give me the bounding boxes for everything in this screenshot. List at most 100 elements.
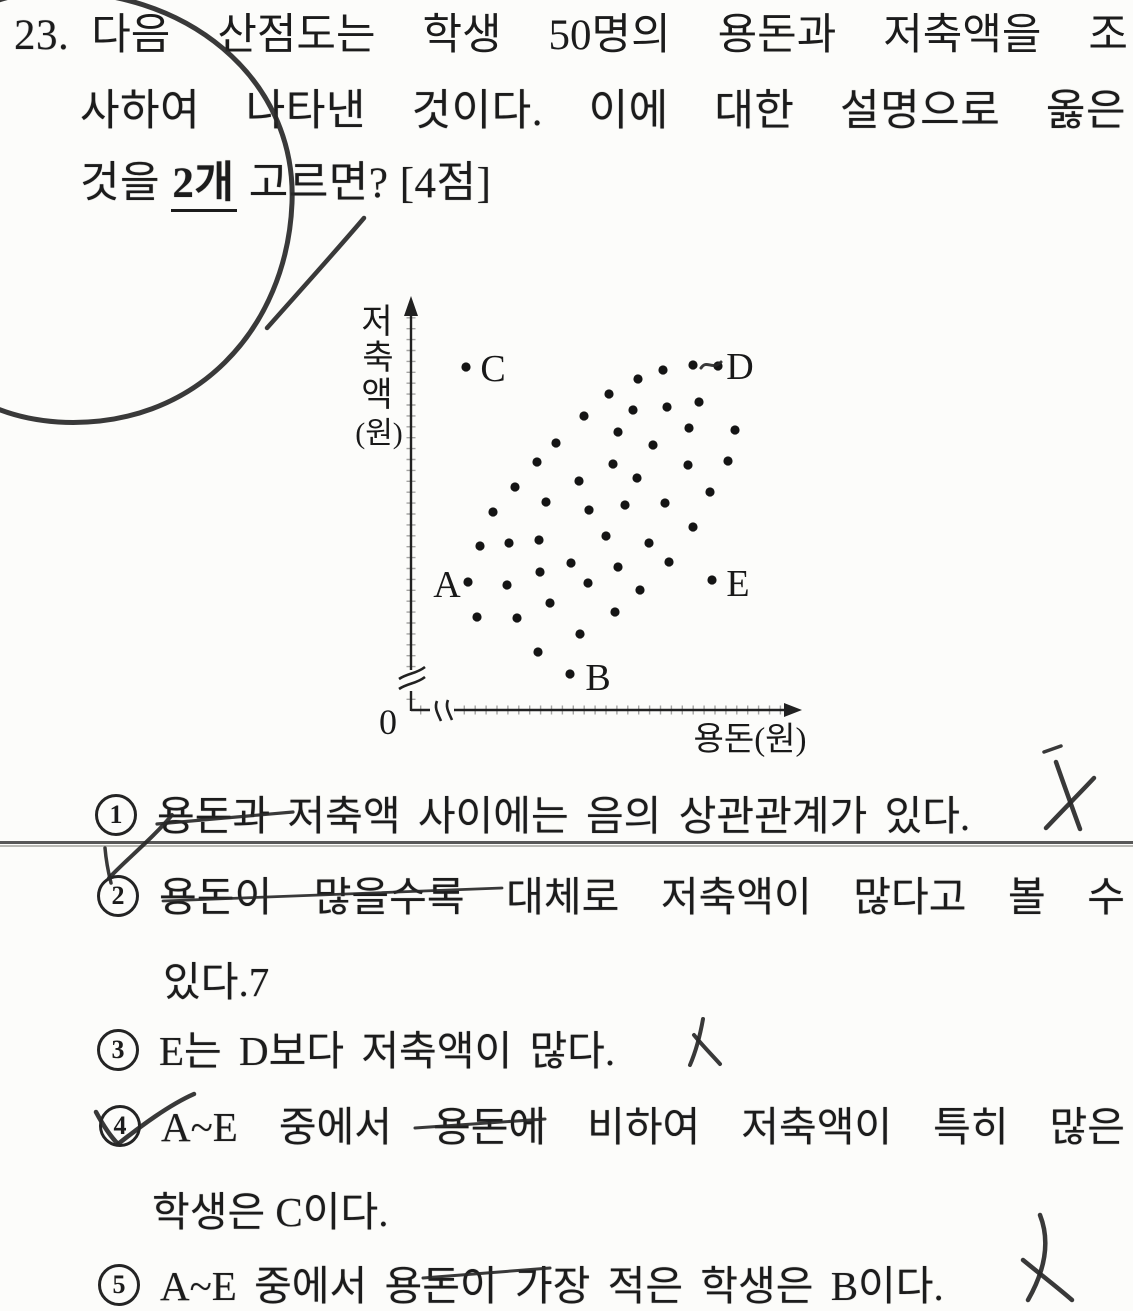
- scatter-dot: [584, 505, 594, 515]
- page-divider-line-echo: [0, 845, 1133, 847]
- scatter-dot: [565, 669, 575, 679]
- scatter-dot: [488, 507, 498, 517]
- strike-option4: [413, 1117, 547, 1130]
- choose-two-emphasis: 2개: [171, 160, 238, 212]
- option-4: 4 A~E 중에서 용돈에 비하여 저축액이 특히 많은: [99, 1102, 1125, 1152]
- x-axis-break-mark-2: [445, 699, 454, 721]
- scatter-dot: [461, 362, 471, 372]
- option-1-circled-number: 1: [95, 794, 137, 836]
- scatter-dot: [723, 456, 733, 466]
- y-axis-arrowhead: [404, 296, 418, 316]
- y-axis-break-mark-1: [398, 675, 426, 691]
- scatter-dot: [688, 360, 698, 370]
- question-line-2: 사하여 나타낸 것이다. 이에 대한 설명으로 옳은: [80, 88, 1126, 135]
- question-number: 23.: [14, 12, 70, 59]
- scatter-dot: [512, 613, 522, 623]
- option-3: 3 E는 D보다 저축액이 많다.: [97, 1026, 1077, 1076]
- scatter-point-labels-group: A B C D E: [433, 346, 753, 699]
- x-axis-arrowhead: [784, 703, 802, 717]
- option-1-text: 용돈과 저축액 사이에는 음의 상관관계가 있다.: [157, 793, 971, 839]
- scatter-dot: [610, 607, 620, 617]
- option-2-text: 용돈이 많을수록 대체로 저축액이 많다고 볼 수: [159, 874, 1125, 920]
- scatter-dot: [660, 498, 670, 508]
- scatter-dot: [707, 575, 717, 585]
- question-line-3: 것을 2개 고르면? [4점]: [80, 158, 491, 212]
- y-axis-break-mark-2: [398, 665, 426, 681]
- option-2-continuation: 있다.7: [163, 959, 270, 1005]
- question-line-1: 23. 다음 산점도는 학생 50명의 용돈과 저축액을 조: [14, 10, 1128, 62]
- scatter-dot: [475, 541, 485, 551]
- scatter-dot: [575, 629, 585, 639]
- option-4-continuation: 학생은 C이다.: [152, 1189, 389, 1235]
- scatter-dot: [583, 578, 593, 588]
- check-option2-main: [107, 813, 174, 880]
- check-option4-b: [115, 1091, 197, 1147]
- check-option4-a: [93, 1109, 121, 1147]
- question-line-3-prefix: 것을: [80, 160, 172, 207]
- scatter-dot: [545, 598, 555, 608]
- point-label-E: E: [726, 563, 749, 605]
- option-5-circled-number: 5: [98, 1264, 140, 1306]
- scatter-dot: [683, 460, 693, 470]
- option-5-text: A~E 중에서 용돈이 가장 적은 학생은 B이다.: [160, 1263, 944, 1309]
- scatter-dot: [628, 405, 638, 415]
- strike-option1: [155, 810, 295, 826]
- scatter-dot: [535, 567, 545, 577]
- option-2-circled-number: 2: [97, 875, 139, 917]
- hand-circle-question: [0, 0, 295, 425]
- scatter-dot: [551, 438, 561, 448]
- scatter-dot: [574, 476, 584, 486]
- scatter-dot: [579, 411, 589, 421]
- y-axis-label-char-2: 축: [362, 340, 393, 377]
- scatter-dot: [694, 397, 704, 407]
- y-axis-label-char-3: 액: [361, 377, 392, 414]
- x-mark-option3-a: [688, 1017, 705, 1067]
- scatter-dots-group: [461, 360, 740, 679]
- hand-circle-tail: [264, 215, 367, 331]
- scatter-dot: [608, 459, 618, 469]
- scatter-dot: [534, 535, 544, 545]
- point-label-A: A: [433, 564, 461, 606]
- scatter-dot: [662, 402, 672, 412]
- option-5: 5 A~E 중에서 용돈이 가장 적은 학생은 B이다.: [98, 1261, 1078, 1311]
- origin-label: 0: [379, 702, 397, 742]
- option-2: 2 용돈이 많을수록 대체로 저축액이 많다고 볼 수: [97, 872, 1125, 922]
- x-mark-option5-b: [1020, 1257, 1075, 1303]
- scatter-dot: [658, 365, 668, 375]
- x-mark-option1-b: [1043, 775, 1097, 831]
- point-label-D: D: [726, 346, 753, 388]
- scatter-dot: [510, 482, 520, 492]
- y-axis-label-char-1: 저: [361, 304, 392, 341]
- x-mark-option1-tick: [1042, 744, 1063, 754]
- scatter-dot: [566, 558, 576, 568]
- y-axis-label-char-4: (원): [355, 417, 403, 450]
- scatter-dot: [644, 538, 654, 548]
- check-option2-tick: [103, 846, 113, 885]
- option-1: 1 용돈과 저축액 사이에는 음의 상관관계가 있다.: [95, 791, 1075, 841]
- scatter-dot: [532, 457, 542, 467]
- x-mark-option1-a: [1053, 759, 1083, 832]
- strike-option5: [421, 1266, 552, 1280]
- tilde-before-D: [699, 360, 723, 370]
- scatter-dot: [463, 577, 473, 587]
- x-mark-option5-a: [1025, 1212, 1048, 1303]
- scatter-dot: [648, 440, 658, 450]
- scatter-dot: [633, 374, 643, 384]
- scatter-dot: [620, 500, 630, 510]
- scatter-dot: [705, 487, 715, 497]
- scatter-dot: [730, 425, 740, 435]
- scatter-dot: [684, 423, 694, 433]
- scatter-dot: [601, 531, 611, 541]
- x-axis-break-mark-1: [434, 700, 443, 722]
- scatter-dot: [504, 538, 514, 548]
- scatter-dot: [632, 473, 642, 483]
- option-3-text: E는 D보다 저축액이 많다.: [159, 1028, 616, 1074]
- scatter-dot: [613, 562, 623, 572]
- page-divider-line: [0, 841, 1133, 844]
- scatter-dot: [604, 389, 614, 399]
- scatter-dot: [613, 427, 623, 437]
- option-4-text: A~E 중에서 용돈에 비하여 저축액이 특히 많은: [161, 1104, 1125, 1150]
- point-label-B: B: [585, 657, 610, 699]
